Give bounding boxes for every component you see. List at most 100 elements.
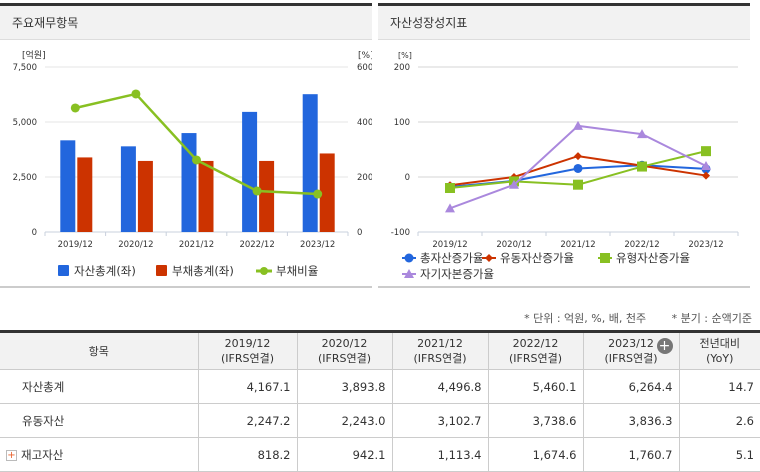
- triangle-marker: [573, 120, 583, 130]
- square-marker: [600, 253, 610, 263]
- legend-swatch-liability: [156, 265, 167, 276]
- cell: 5,460.1: [487, 369, 584, 404]
- y-tick-label: 200: [394, 63, 410, 73]
- header-item: 항목: [0, 331, 199, 370]
- y-axis-label: [억원]: [22, 49, 46, 61]
- x-tick-label: 2023/12: [688, 240, 723, 250]
- square-marker: [445, 183, 455, 193]
- legend-label: 자산총계(좌): [74, 264, 136, 278]
- panel-title: 자산성장성지표: [378, 6, 750, 40]
- cell: 818.2: [197, 437, 298, 472]
- header-text: 항목: [88, 344, 109, 358]
- cell: 4,167.1: [197, 369, 298, 404]
- header-col-5: 2023/12 (IFRS연결) +: [582, 331, 680, 370]
- cell: 5.1: [678, 437, 760, 472]
- x-tick-label: 2023/12: [300, 240, 335, 250]
- financial-items-panel: 주요재무항목 [억원] [%] 0 0 2,500 200 5,000 400 7,500 600…: [0, 3, 374, 288]
- header-text: 2022/12: [512, 337, 559, 350]
- header-col-3: 2021/12 (IFRS연결): [391, 331, 489, 370]
- x-tick-label: 2019/12: [58, 240, 93, 250]
- cell: 1,113.4: [391, 437, 489, 472]
- bar-0-liability: [77, 157, 93, 232]
- triangle-marker: [445, 203, 455, 213]
- triangle-marker: [404, 269, 414, 278]
- table-row: + 재고자산 818.2 942.1 1,113.4 1,674.6 1,760.7 5.1: [0, 437, 760, 472]
- cell: 3,893.8: [296, 369, 393, 404]
- cell: 2.6: [678, 403, 760, 438]
- bar-4-liability: [319, 153, 335, 232]
- y2-tick-label: 600: [357, 63, 372, 73]
- debt-ratio-point: [313, 189, 323, 199]
- basis-note: * 분기 : 순액기준: [671, 312, 752, 325]
- cell: 942.1: [296, 437, 393, 472]
- y-tick-label: 5,000: [13, 118, 37, 128]
- cell: 14.7: [678, 369, 760, 404]
- header-col-1: 2019/12 (IFRS연결): [197, 331, 298, 370]
- diamond-marker: [485, 254, 493, 262]
- y-tick-label: 7,500: [13, 63, 37, 73]
- debt-ratio-point: [192, 155, 201, 165]
- financial-items-chart: [억원] [%] 0 0 2,500 200 5,000 400 7,500 600 2019/12…: [13, 49, 374, 278]
- diamond-marker: [574, 152, 582, 161]
- x-tick-label: 2021/12: [179, 240, 214, 250]
- bar-4-asset: [302, 94, 318, 232]
- cell: 3,738.6: [487, 403, 584, 438]
- triangle-marker: [509, 179, 519, 189]
- expand-columns-button[interactable]: +: [656, 338, 673, 354]
- row-label-text: 자산총계: [22, 379, 65, 394]
- debt-ratio-point: [252, 186, 262, 196]
- cell: 6,264.4: [582, 369, 680, 404]
- legend-label: 자기자본증가율: [420, 267, 494, 281]
- header-col-4: 2022/12 (IFRS연결): [487, 331, 584, 370]
- y2-tick-label: 400: [357, 118, 372, 128]
- header-text: 전년대비: [699, 337, 740, 350]
- bar-3-liability: [259, 160, 275, 232]
- square-marker: [637, 161, 647, 172]
- bar-2-liability: [198, 160, 214, 232]
- row-label-text: 재고자산: [21, 447, 64, 462]
- unit-note: * 단위 : 억원, %, 배, 천주: [524, 312, 647, 325]
- header-text: (IFRS연결): [317, 352, 372, 365]
- cell: 1,760.7: [582, 437, 680, 472]
- header-col-2: 2020/12 (IFRS연결): [296, 331, 393, 370]
- y2-tick-label: 0: [357, 228, 362, 238]
- legend-label: 부채비율: [276, 264, 318, 278]
- header-text: 2021/12: [417, 337, 463, 350]
- table-row: 유동자산 2,247.2 2,243.0 3,102.7 3,738.6 3,836.3 2…: [0, 403, 760, 438]
- cell: 3,836.3: [582, 403, 680, 438]
- asset-growth-chart: [%] -100 0 100 200 2019/12 2020/12 2021/12 2022/…: [391, 51, 739, 281]
- circle-marker: [573, 163, 583, 173]
- y-tick-label: 100: [394, 118, 410, 128]
- y-axis-label: [%]: [398, 51, 412, 60]
- header-text: 2020/12: [321, 337, 368, 350]
- circle-marker: [404, 253, 414, 263]
- legend-label: 유형자산증가율: [616, 251, 690, 265]
- x-tick-label: 2022/12: [239, 240, 274, 250]
- bar-1-liability: [137, 160, 153, 232]
- x-tick-label: 2020/12: [496, 240, 531, 250]
- square-marker: [701, 146, 711, 157]
- header-text: 2023/12: [608, 337, 654, 350]
- expand-row-icon[interactable]: +: [6, 449, 17, 461]
- triangle-marker: [637, 129, 647, 139]
- y2-tick-label: 200: [357, 173, 372, 183]
- debt-ratio-point: [70, 103, 80, 113]
- header-text: (IFRS연결): [604, 352, 658, 365]
- bar-3-asset: [242, 111, 258, 232]
- legend-swatch-asset: [58, 265, 69, 276]
- legend-label: 총자산증가율: [420, 251, 483, 265]
- y-tick-label: 0: [405, 173, 410, 183]
- row-label[interactable]: + 재고자산: [0, 437, 199, 472]
- y-tick-label: 2,500: [13, 173, 37, 183]
- table-row: 자산총계 4,167.1 3,893.8 4,496.8 5,460.1 6,264.4 1…: [0, 369, 760, 404]
- triangle-marker: [701, 161, 711, 170]
- x-tick-label: 2019/12: [432, 240, 467, 250]
- cell: 2,247.2: [197, 403, 298, 438]
- row-label-text: 유동자산: [22, 413, 65, 428]
- header-text: (IFRS연결): [508, 352, 563, 365]
- legend-marker-ratio: [260, 267, 268, 275]
- x-tick-label: 2021/12: [560, 240, 595, 250]
- cell: 2,243.0: [296, 403, 393, 438]
- x-tick-label: 2022/12: [624, 240, 659, 250]
- row-label: 유동자산: [0, 403, 199, 438]
